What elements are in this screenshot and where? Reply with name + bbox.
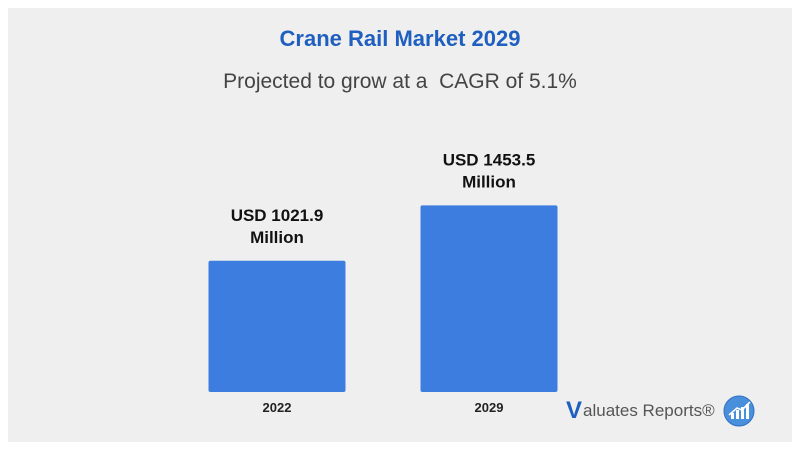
data-label-2029-line-1: USD 1453.5	[443, 150, 536, 169]
chart-subtitle: Projected to grow at a CAGR of 5.1%	[223, 70, 577, 93]
bar-growth-icon	[723, 395, 755, 427]
x-tick-label-2022: 2022	[263, 400, 292, 415]
x-tick-label-2029: 2029	[475, 400, 504, 415]
bar-2022	[208, 260, 346, 392]
data-label-2022-line-1: USD 1021.9	[231, 206, 324, 225]
data-label-2022-line-2: Million	[250, 228, 304, 247]
logo-text: aluates Reports®	[583, 401, 715, 420]
chart-background	[8, 8, 792, 442]
logo-initial: V	[566, 397, 583, 424]
chart-title: Crane Rail Market 2029	[279, 26, 521, 51]
data-label-2029-line-2: Million	[462, 172, 516, 191]
valuates-reports-logo: V aluates Reports®	[566, 395, 755, 427]
bar-2029	[420, 205, 558, 392]
